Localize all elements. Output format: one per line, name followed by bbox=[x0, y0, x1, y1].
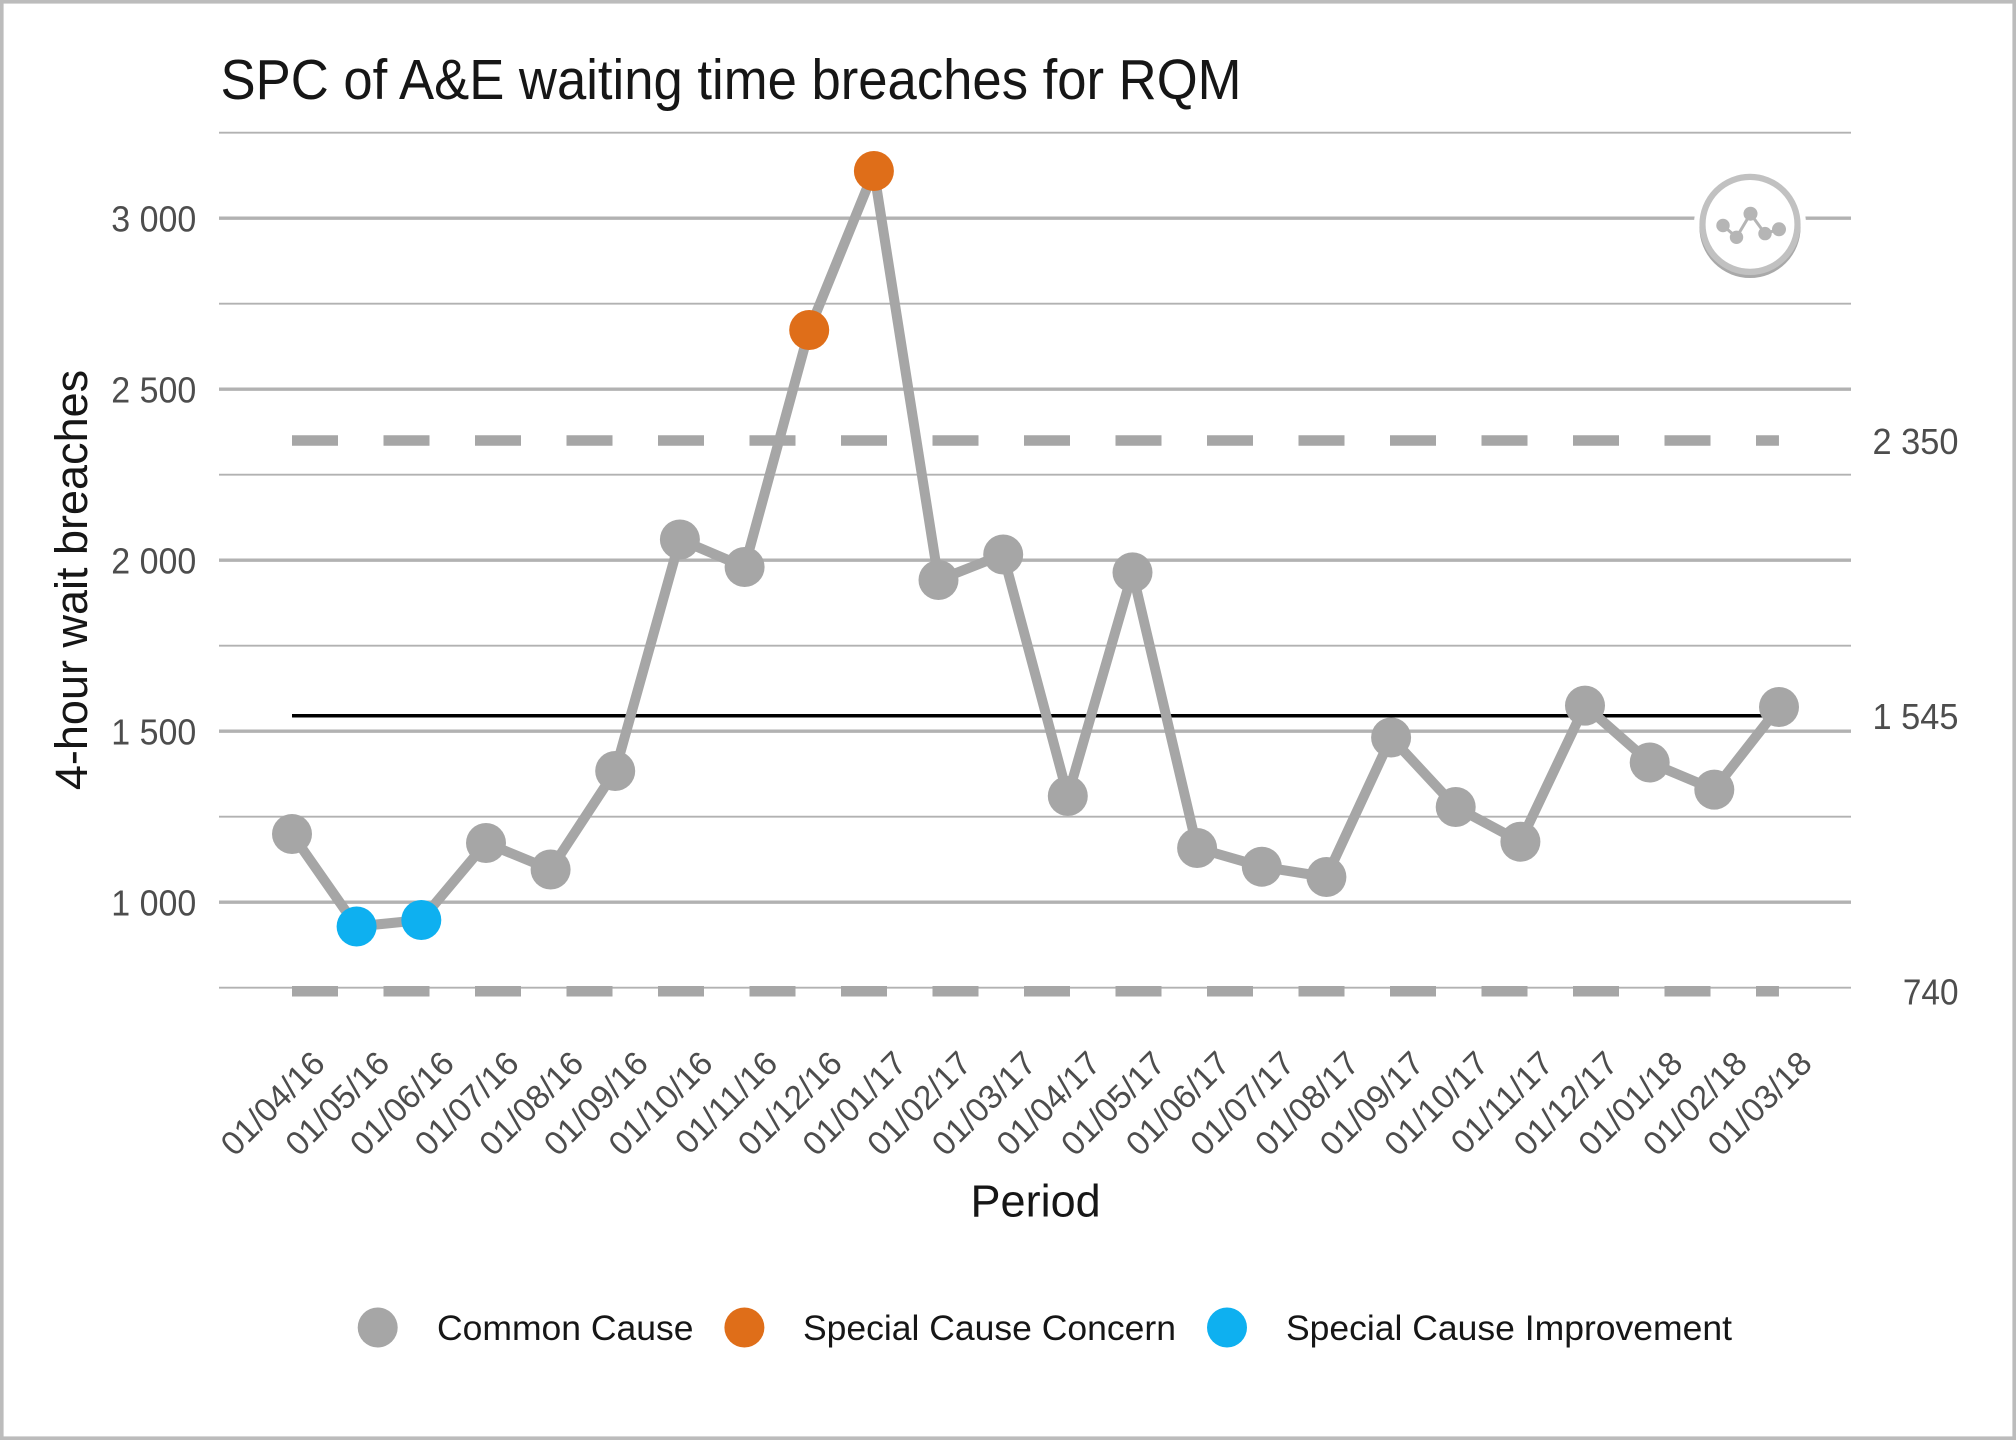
svg-text:2 000: 2 000 bbox=[111, 541, 196, 582]
svg-text:4-hour wait breaches: 4-hour wait breaches bbox=[46, 370, 97, 790]
svg-text:2 500: 2 500 bbox=[111, 370, 196, 411]
svg-text:Special Cause Concern: Special Cause Concern bbox=[803, 1308, 1176, 1348]
svg-text:Period: Period bbox=[971, 1176, 1101, 1227]
svg-text:Common Cause: Common Cause bbox=[437, 1308, 694, 1348]
svg-text:1 545: 1 545 bbox=[1873, 696, 1959, 737]
svg-text:SPC of A&E waiting time breach: SPC of A&E waiting time breaches for RQM bbox=[221, 48, 1242, 112]
svg-text:1 000: 1 000 bbox=[111, 883, 196, 924]
svg-text:3 000: 3 000 bbox=[111, 199, 196, 240]
svg-text:Special Cause Improvement: Special Cause Improvement bbox=[1286, 1308, 1732, 1348]
svg-text:740: 740 bbox=[1903, 972, 1959, 1013]
svg-text:1 500: 1 500 bbox=[111, 712, 196, 753]
svg-text:2 350: 2 350 bbox=[1873, 421, 1959, 462]
